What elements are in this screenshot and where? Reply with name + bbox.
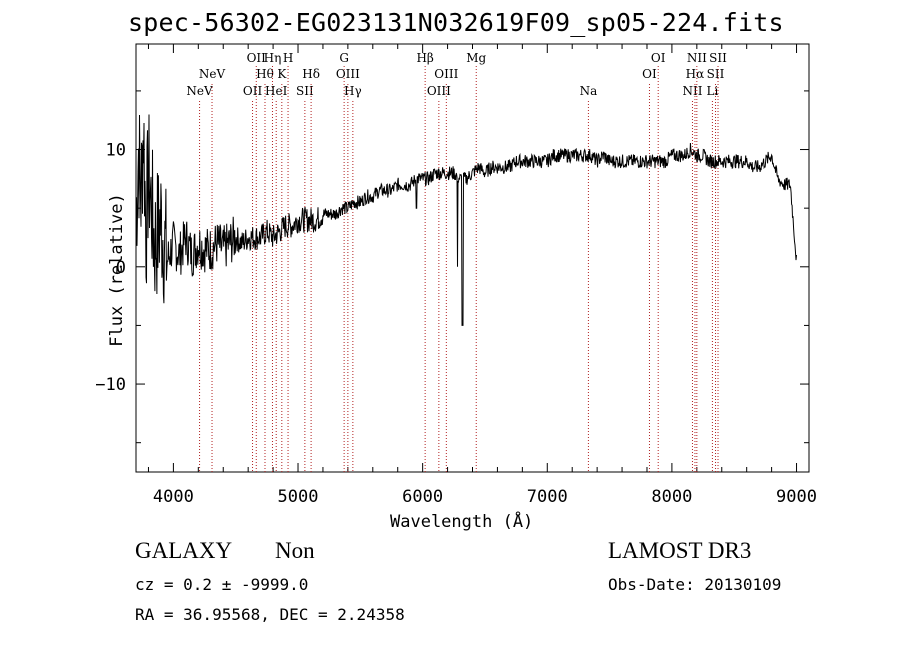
spectral-line-label: SII — [296, 84, 314, 98]
spectrum-line — [135, 114, 797, 326]
x-tick-label: 4000 — [153, 487, 194, 507]
spectral-line-label: OI — [651, 51, 666, 65]
spectral-line-label: NeV — [186, 84, 213, 98]
spectral-line-label: Li — [707, 84, 719, 98]
spectral-line-label: NII — [682, 84, 702, 98]
chart-title: spec-56302-EG023131N032619F09_sp05-224.f… — [128, 8, 784, 37]
spectral-line-label: K — [277, 67, 287, 81]
y-axis-label: Flux (relative) — [106, 193, 127, 347]
x-tick-label: 5000 — [278, 487, 319, 507]
coordinates: RA = 36.95568, DEC = 2.24358 — [135, 605, 405, 624]
spectral-line-label: OII — [247, 51, 267, 65]
spectral-line-label: OII — [243, 84, 263, 98]
spectral-line-label: Mg — [466, 51, 486, 65]
spectral-line-label: Hγ — [344, 84, 362, 98]
spectral-line-label: HeI — [265, 84, 288, 98]
spectral-line-label: Hθ — [256, 67, 274, 81]
spectral-line-label: SII — [709, 51, 727, 65]
spectral-line-label: Na — [580, 84, 598, 98]
spectral-line-label: G — [339, 51, 349, 65]
spectral-line-label: SII — [707, 67, 725, 81]
spectral-line-label: OIII — [336, 67, 360, 81]
observation-date: Obs-Date: 20130109 — [608, 575, 782, 594]
spectral-line-label: Hη — [264, 51, 282, 65]
spectral-line-label: OIII — [427, 84, 451, 98]
object-subclass: Non — [275, 538, 315, 563]
spectral-line-label: Hδ — [302, 67, 320, 81]
spectral-line-label: OIII — [434, 67, 458, 81]
spectral-line-label: OI — [642, 67, 657, 81]
y-tick-label: 10 — [106, 141, 126, 161]
survey-name: LAMOST DR3 — [608, 538, 752, 563]
spectral-line-label: Hα — [686, 67, 705, 81]
x-tick-label: 6000 — [402, 487, 443, 507]
x-axis-label: Wavelength (Å) — [390, 512, 534, 532]
spectral-line-label: NII — [687, 51, 707, 65]
y-tick-label: 0 — [116, 258, 126, 278]
plot-frame — [135, 43, 810, 473]
spectral-line-label: NeV — [199, 67, 226, 81]
x-tick-label: 7000 — [527, 487, 568, 507]
y-tick-label: −10 — [95, 375, 126, 395]
spectral-line-label: H — [283, 51, 293, 65]
redshift-cz: cz = 0.2 ± -9999.0 — [135, 575, 309, 594]
spectral-line-label: Hβ — [416, 51, 433, 65]
object-type: GALAXY — [135, 538, 233, 563]
x-tick-label: 8000 — [651, 487, 692, 507]
x-tick-label: 9000 — [776, 487, 817, 507]
